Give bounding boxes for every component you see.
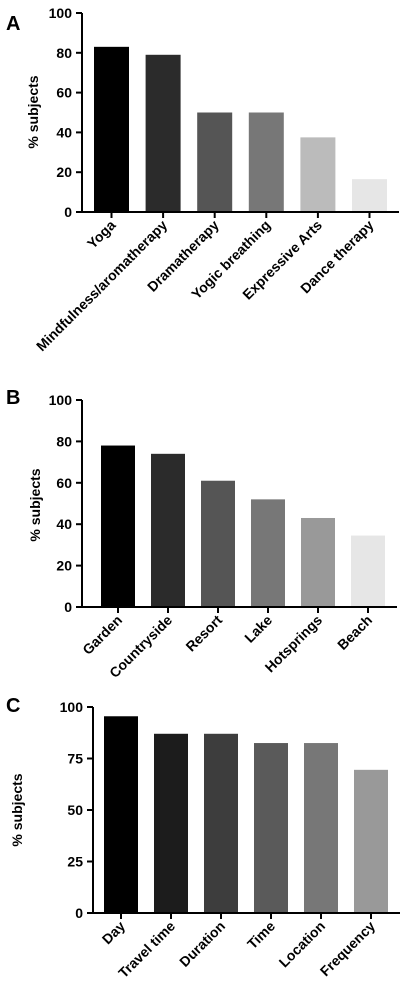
bar-3 [254,743,288,913]
y-tick-label: 75 [67,751,83,767]
bar-4 [301,517,335,607]
y-tick-label: 60 [56,85,72,101]
y-tick-label: 80 [56,45,72,61]
y-tick-label: 50 [67,802,83,818]
y-tick-label: 100 [49,5,73,21]
y-tick-label: 20 [56,164,72,180]
panel-label: B [6,387,20,409]
y-tick-label: 40 [56,124,72,140]
y-tick-label: 100 [60,699,84,715]
bar-4 [300,137,336,212]
x-category-label: Yoga [84,217,119,252]
panel-label: A [6,13,20,35]
panel-label: C [6,695,20,717]
bar-0 [94,46,129,212]
x-category-label: Day [99,918,129,948]
y-tick-label: 0 [64,204,72,220]
x-category-label: Duration [176,918,228,970]
bar-1 [145,54,181,212]
y-tick-label: 25 [67,854,83,870]
x-category-label: Frequency [317,918,379,980]
y-tick-label: 60 [56,475,72,491]
chart-panel-b: B% subjects020406080100GardenCountryside… [6,387,397,681]
bar-5 [352,179,387,212]
y-tick-label: 0 [64,599,72,615]
x-category-label: Resort [182,612,225,655]
y-tick-label: 20 [56,558,72,574]
bar-4 [304,743,338,913]
y-tick-label: 100 [49,392,73,408]
x-category-label: Lake [241,612,275,646]
x-category-label: Garden [79,612,125,658]
bar-3 [251,499,285,607]
chart-panel-a: A% subjects020406080100YogaMindfulness/a… [6,5,399,354]
y-axis-title: % subjects [27,468,43,541]
bar-0 [104,716,138,913]
y-axis-title: % subjects [9,773,25,846]
x-category-label: Beach [334,612,375,653]
y-axis-title: % subjects [25,75,41,148]
x-category-label: Time [244,918,278,952]
x-category-label: Location [276,918,329,971]
bar-5 [354,769,388,913]
bar-0 [101,445,135,607]
bar-2 [197,112,233,212]
bar-1 [154,733,188,913]
bar-3 [248,112,284,212]
bar-1 [151,453,185,607]
y-tick-label: 0 [75,905,83,921]
bar-5 [351,535,385,607]
y-tick-label: 80 [56,433,72,449]
y-tick-label: 40 [56,516,72,532]
bar-2 [201,480,235,607]
bar-2 [204,733,238,913]
